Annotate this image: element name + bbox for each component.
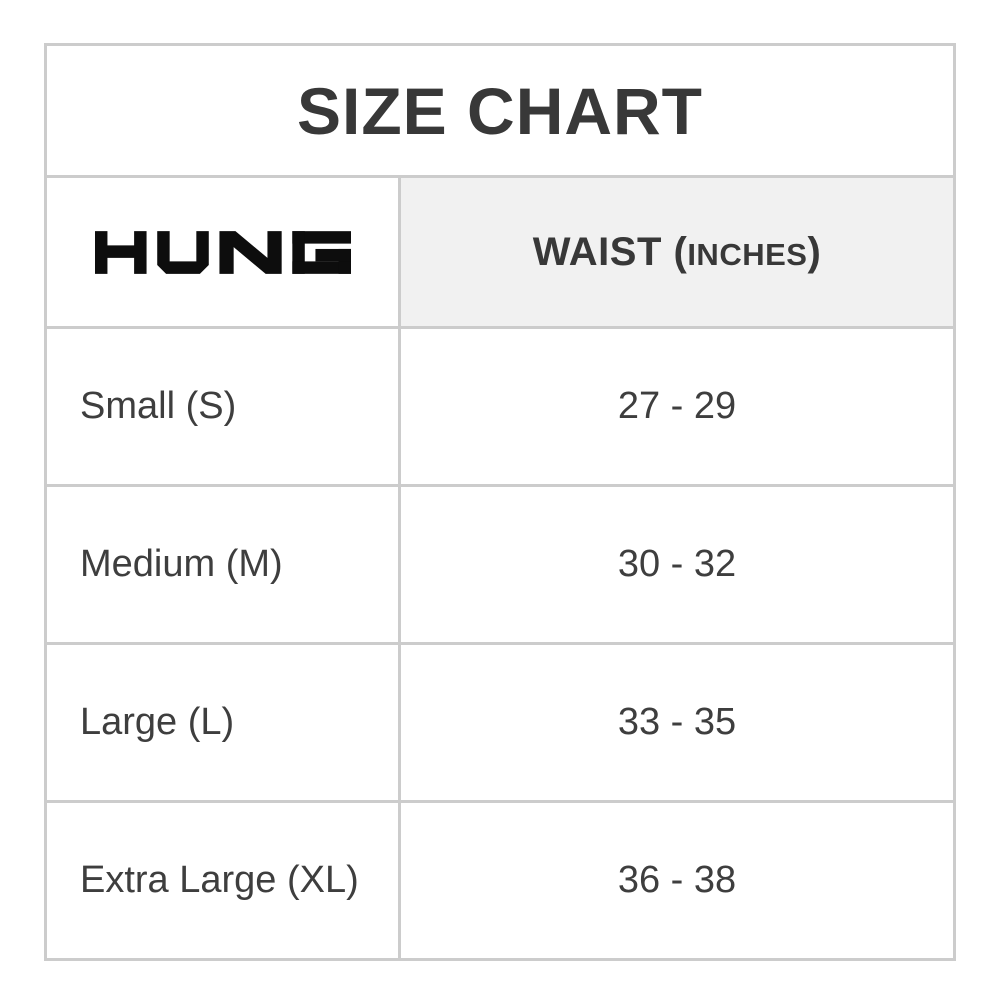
size-label: Large (L) [44, 642, 401, 803]
waist-range: 36 - 38 [398, 800, 956, 961]
size-label: Small (S) [44, 326, 401, 487]
waist-header-unit: INCHES [687, 236, 808, 272]
brand-cell [44, 175, 401, 329]
hung-logo [94, 230, 351, 274]
size-chart-table: SIZE CHART [44, 43, 956, 961]
waist-header-close-paren: ) [807, 229, 822, 274]
size-label: Extra Large (XL) [44, 800, 401, 961]
size-chart-container: SIZE CHART [44, 43, 956, 961]
header-row: WAIST (INCHES) [44, 175, 956, 329]
waist-range: 33 - 35 [398, 642, 956, 803]
table-row-medium: Medium (M) 30 - 32 [44, 484, 956, 645]
title-row: SIZE CHART [44, 43, 956, 178]
waist-header-text: WAIST ( [532, 229, 688, 274]
size-label: Medium (M) [44, 484, 401, 645]
table-row-small: Small (S) 27 - 29 [44, 326, 956, 487]
column-header-waist: WAIST (INCHES) [398, 175, 956, 329]
chart-title: SIZE CHART [44, 43, 956, 178]
waist-range: 30 - 32 [398, 484, 956, 645]
waist-range: 27 - 29 [398, 326, 956, 487]
table-row-large: Large (L) 33 - 35 [44, 642, 956, 803]
table-row-extra-large: Extra Large (XL) 36 - 38 [44, 800, 956, 961]
